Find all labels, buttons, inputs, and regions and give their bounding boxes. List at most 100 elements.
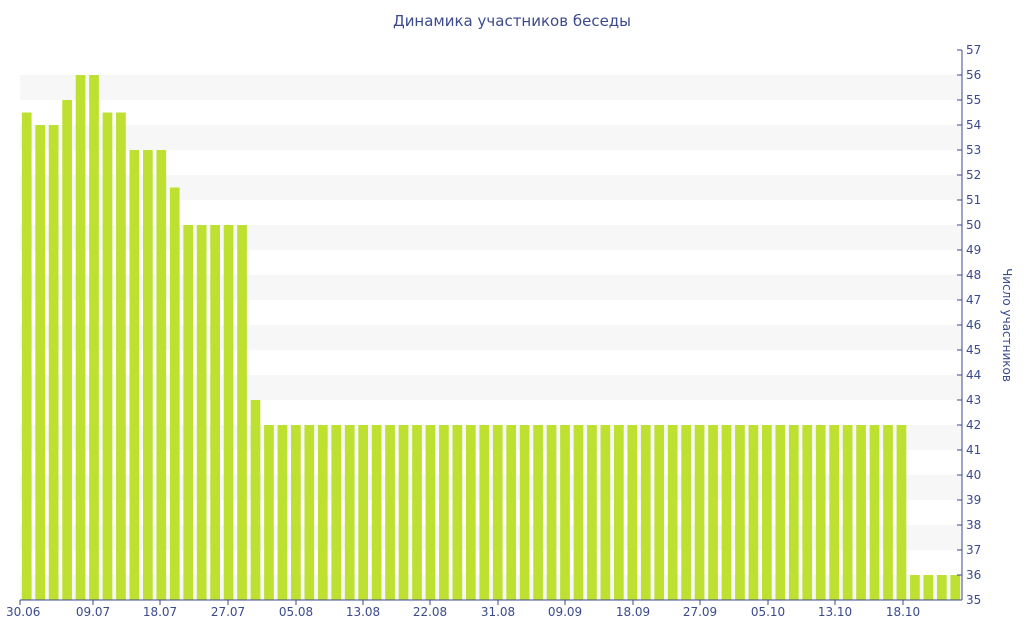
bar[interactable] xyxy=(694,425,705,600)
bar[interactable] xyxy=(492,425,503,600)
bar[interactable] xyxy=(317,425,328,600)
bar[interactable] xyxy=(425,425,436,600)
bar[interactable] xyxy=(250,400,261,600)
bar[interactable] xyxy=(344,425,355,600)
bar[interactable] xyxy=(291,425,301,600)
bar[interactable] xyxy=(546,425,557,600)
bar[interactable] xyxy=(788,425,799,600)
y-tick-label: 37 xyxy=(966,543,981,557)
y-tick-label: 52 xyxy=(966,168,981,182)
bar[interactable] xyxy=(600,425,611,600)
bar[interactable] xyxy=(802,425,813,600)
x-tick-label: 09.07 xyxy=(76,605,110,619)
bar[interactable] xyxy=(331,425,342,600)
bar[interactable] xyxy=(196,225,207,600)
bar[interactable] xyxy=(398,425,409,600)
y-tick-label: 45 xyxy=(966,343,981,357)
bar[interactable] xyxy=(883,425,893,600)
y-tick-label: 44 xyxy=(966,368,981,382)
y-tick-label: 50 xyxy=(966,218,981,232)
bar[interactable] xyxy=(48,125,59,600)
y-tick-labels: 35 36 37 38 39 40 41 42 43 44 45 46 47 48 49 50 51 52 53 54… xyxy=(957,43,981,607)
bar[interactable] xyxy=(506,425,517,600)
chart-title: Динамика участников беседы xyxy=(392,12,632,30)
bar[interactable] xyxy=(923,575,934,600)
y-tick-label: 56 xyxy=(966,68,981,82)
y-tick-label: 35 xyxy=(966,593,981,607)
bar[interactable] xyxy=(102,112,113,601)
y-tick-label: 47 xyxy=(966,293,981,307)
x-tick-label: 13.08 xyxy=(346,605,380,619)
bar[interactable] xyxy=(439,425,449,600)
bar[interactable] xyxy=(385,425,395,600)
y-tick-label: 36 xyxy=(966,568,981,582)
bar[interactable] xyxy=(748,425,759,600)
bar[interactable] xyxy=(465,425,476,600)
bar[interactable] xyxy=(62,100,72,600)
bar[interactable] xyxy=(237,225,247,600)
bar[interactable] xyxy=(412,425,422,600)
bar[interactable] xyxy=(762,425,772,600)
bar[interactable] xyxy=(587,425,597,600)
bar[interactable] xyxy=(264,425,274,600)
x-tick-label: 27.07 xyxy=(211,605,245,619)
grid-band xyxy=(20,75,962,100)
bar[interactable] xyxy=(681,425,691,600)
bar[interactable] xyxy=(129,150,140,600)
bar[interactable] xyxy=(358,425,369,600)
bar[interactable] xyxy=(560,425,570,600)
x-tick-label: 31.08 xyxy=(481,605,515,619)
bar[interactable] xyxy=(533,425,543,600)
bar[interactable] xyxy=(223,225,234,600)
bar[interactable] xyxy=(842,425,853,600)
bar[interactable] xyxy=(519,425,530,600)
x-tick-label: 13.10 xyxy=(818,605,852,619)
bar[interactable] xyxy=(829,425,840,600)
bar[interactable] xyxy=(210,225,220,600)
bar[interactable] xyxy=(627,425,638,600)
bar[interactable] xyxy=(708,425,718,600)
bar[interactable] xyxy=(856,425,866,600)
y-tick-label: 55 xyxy=(966,93,981,107)
bar[interactable] xyxy=(371,425,382,600)
bar[interactable] xyxy=(21,112,32,601)
y-tick-label: 46 xyxy=(966,318,981,332)
x-tick-label: 22.08 xyxy=(413,605,447,619)
grid-band xyxy=(20,125,962,150)
bar[interactable] xyxy=(950,575,961,600)
x-tick-label: 18.10 xyxy=(886,605,920,619)
bar[interactable] xyxy=(75,75,86,600)
bar[interactable] xyxy=(640,425,651,600)
bar[interactable] xyxy=(721,425,732,600)
bar[interactable] xyxy=(156,150,167,600)
bar[interactable] xyxy=(89,75,99,600)
bar[interactable] xyxy=(667,425,678,600)
bar[interactable] xyxy=(573,425,584,600)
bar[interactable] xyxy=(169,187,180,601)
bar[interactable] xyxy=(896,425,907,600)
bar[interactable] xyxy=(775,425,786,600)
bar[interactable] xyxy=(654,425,665,600)
y-tick-label: 43 xyxy=(966,393,981,407)
bar[interactable] xyxy=(116,112,126,601)
bar[interactable] xyxy=(142,150,153,600)
bar[interactable] xyxy=(815,425,826,600)
bar[interactable] xyxy=(35,125,46,600)
bar[interactable] xyxy=(183,225,194,600)
y-tick-label: 49 xyxy=(966,243,981,257)
bar[interactable] xyxy=(910,575,920,600)
x-tick-labels: 30.06 09.07 18.07 27.07 05.08 13.08 22.08 31.08… xyxy=(6,600,920,619)
bar[interactable] xyxy=(869,425,880,600)
x-tick-label: 18.07 xyxy=(143,605,177,619)
bar[interactable] xyxy=(735,425,745,600)
bar[interactable] xyxy=(277,425,288,600)
x-tick-label: 09.09 xyxy=(548,605,582,619)
bar[interactable] xyxy=(479,425,490,600)
x-tick-label: 27.09 xyxy=(683,605,717,619)
bar[interactable] xyxy=(613,425,624,600)
bar[interactable] xyxy=(936,575,947,600)
y-tick-label: 54 xyxy=(966,118,981,132)
bar[interactable] xyxy=(452,425,463,600)
bar[interactable] xyxy=(304,425,315,600)
